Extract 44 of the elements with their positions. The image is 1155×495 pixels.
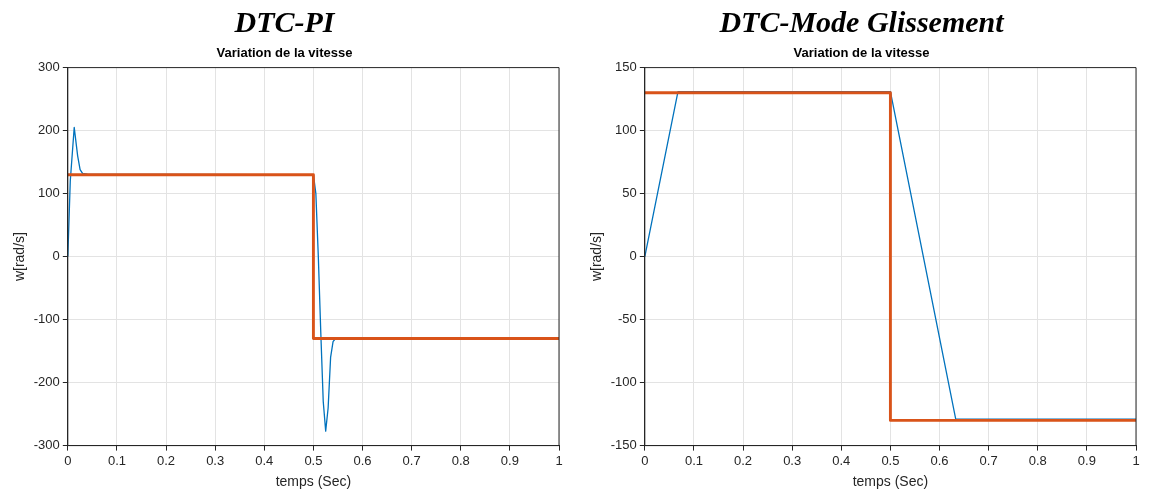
y-tick-label: 200 (38, 122, 60, 138)
y-axis-title: w[rad/s] (588, 232, 605, 283)
x-axis-title: temps (Sec) (852, 473, 929, 490)
x-tick-label: 0.9 (500, 452, 519, 468)
x-tick-label: 0.1 (684, 452, 703, 468)
y-tick-label: -200 (33, 374, 60, 390)
x-tick-label: 0.2 (734, 452, 753, 468)
chart-subtitle: Variation de la vitesse (793, 45, 930, 61)
x-axis-title: temps (Sec) (275, 473, 352, 490)
chart-title: DTC-PI (233, 4, 336, 38)
y-axis-title: w[rad/s] (11, 232, 28, 283)
y-tick-label: -50 (618, 311, 637, 327)
x-tick-label: 0.4 (255, 452, 274, 468)
y-tick-label: -100 (610, 374, 637, 390)
x-tick-label: 0.2 (157, 452, 176, 468)
y-tick-label: 100 (38, 185, 60, 201)
x-tick-label: 0.8 (1028, 452, 1047, 468)
x-tick-label: 0.5 (881, 452, 900, 468)
x-tick-label: 0.5 (304, 452, 323, 468)
chart-subtitle: Variation de la vitesse (216, 45, 353, 61)
x-tick-label: 0.4 (832, 452, 851, 468)
y-tick-label: 100 (615, 122, 637, 138)
y-tick-label: 150 (615, 59, 637, 75)
y-tick-label: -150 (610, 437, 637, 453)
y-tick-label: 0 (629, 248, 637, 264)
x-tick-label: 0.3 (783, 452, 802, 468)
y-tick-label: -100 (33, 311, 60, 327)
x-tick-label: 0 (64, 452, 72, 468)
x-tick-label: 0.7 (402, 452, 421, 468)
x-tick-label: 1 (555, 452, 563, 468)
x-tick-label: 1 (1132, 452, 1140, 468)
x-tick-label: 0.8 (451, 452, 470, 468)
x-tick-label: 0.7 (979, 452, 998, 468)
chart-title: DTC-Mode Glissement (718, 4, 1006, 38)
y-tick-label: 50 (622, 185, 637, 201)
x-tick-label: 0.3 (206, 452, 225, 468)
x-tick-label: 0.6 (353, 452, 372, 468)
x-tick-label: 0.9 (1077, 452, 1096, 468)
y-tick-label: -300 (33, 437, 60, 453)
x-tick-label: 0.1 (107, 452, 126, 468)
y-tick-label: 0 (52, 248, 60, 264)
x-tick-label: 0 (641, 452, 649, 468)
y-tick-label: 300 (38, 59, 60, 75)
x-tick-label: 0.6 (930, 452, 949, 468)
